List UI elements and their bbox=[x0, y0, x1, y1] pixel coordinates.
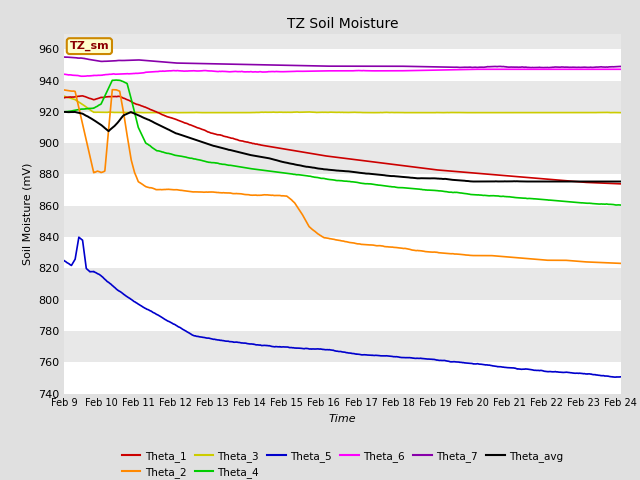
Bar bbox=[64, 300, 621, 331]
Bar bbox=[64, 237, 621, 268]
Bar bbox=[64, 331, 621, 362]
Title: TZ Soil Moisture: TZ Soil Moisture bbox=[287, 17, 398, 31]
Bar bbox=[64, 112, 621, 143]
Bar bbox=[64, 268, 621, 300]
Bar bbox=[64, 143, 621, 174]
Bar bbox=[64, 81, 621, 112]
Bar bbox=[64, 206, 621, 237]
Bar bbox=[64, 362, 621, 394]
Bar bbox=[64, 49, 621, 81]
X-axis label: Time: Time bbox=[328, 414, 356, 424]
Legend: Theta_1, Theta_2, Theta_3, Theta_4, Theta_5, Theta_6, Theta_7, Theta_avg: Theta_1, Theta_2, Theta_3, Theta_4, Thet… bbox=[118, 446, 567, 480]
Bar bbox=[64, 18, 621, 49]
Y-axis label: Soil Moisture (mV): Soil Moisture (mV) bbox=[22, 162, 33, 265]
Bar bbox=[64, 174, 621, 206]
Text: TZ_sm: TZ_sm bbox=[70, 41, 109, 51]
